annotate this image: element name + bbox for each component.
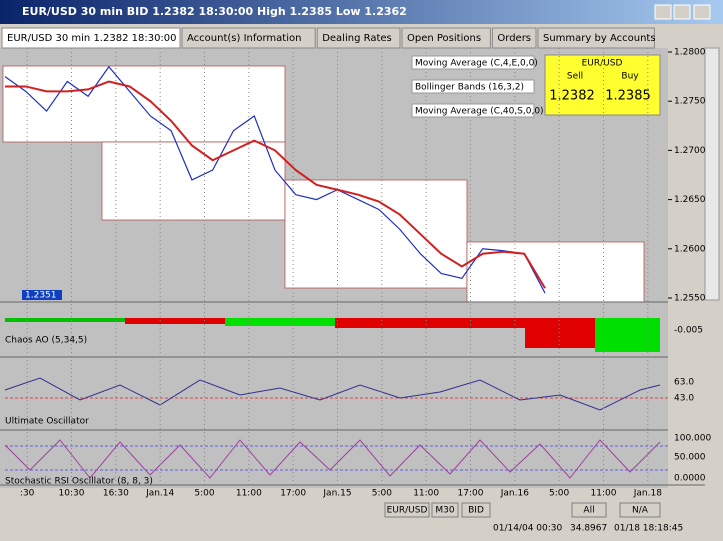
tab[interactable] <box>1 27 181 49</box>
indicator-tick: 43.0 <box>674 394 694 404</box>
sell-label: Sell <box>567 72 583 82</box>
time-label: Jan.15 <box>322 489 351 499</box>
scrollbar[interactable] <box>704 47 720 301</box>
annotation-box <box>411 103 535 118</box>
buy-price: 1.2385 <box>605 89 651 104</box>
price-tick-label: 1.2600 <box>674 244 706 254</box>
toolbar-button-label: All <box>583 506 594 516</box>
time-label: Jan.16 <box>500 489 529 499</box>
price-tick-label: 1.2750 <box>674 97 706 107</box>
maximize-button[interactable] <box>673 4 691 20</box>
tab-label: Dealing Rates <box>322 33 392 44</box>
time-label: 5:00 <box>372 489 392 499</box>
annotation: Moving Average (C,4,E,0,0) <box>415 59 538 69</box>
time-label: Jan.14 <box>145 489 174 499</box>
toolbar-button-label: M30 <box>435 506 454 516</box>
toolbar-button-label: N/A <box>632 506 649 516</box>
period-boxes <box>2 65 645 303</box>
indicator-tick: 50.000 <box>674 453 706 463</box>
price-marker-label: 1.2351 <box>25 291 57 301</box>
buy-label: Buy <box>621 72 639 82</box>
toolbar-button-label: EUR/USD <box>387 506 428 516</box>
indicator-name: Ultimate Oscillator <box>5 417 89 427</box>
toolbar-button-label: BID <box>468 506 484 516</box>
indicator-tick: -0.005 <box>674 326 703 336</box>
time-label: 5:00 <box>549 489 569 499</box>
time-label: 16:30 <box>103 489 129 499</box>
annotation: Moving Average (C,40,S,0,0) <box>415 107 544 117</box>
price-marker <box>22 290 62 300</box>
time-label: 17:00 <box>280 489 306 499</box>
price-tick-label: 1.2550 <box>674 294 706 304</box>
status-time: 01/18 18:18:45 <box>614 524 683 534</box>
indicator-name: Stochastic RSI Oscillator (8, 8, 3) <box>5 477 153 487</box>
ma-line <box>5 80 546 289</box>
time-label: 5:00 <box>194 489 214 499</box>
time-label: :30 <box>20 489 35 499</box>
indicator-tick: 63.0 <box>674 378 694 388</box>
status-value: 34.8967 <box>570 524 607 534</box>
price-tick-label: 1.2700 <box>674 146 706 156</box>
toolbar-button[interactable] <box>431 502 459 518</box>
quote-box[interactable] <box>544 54 661 116</box>
time-label: 10:30 <box>59 489 85 499</box>
indicator-tick: 0.0000 <box>674 474 706 484</box>
time-label: 11:00 <box>236 489 262 499</box>
window-title: EUR/USD 30 min BID 1.2382 18:30:00 High … <box>22 5 407 18</box>
time-label: 17:00 <box>458 489 484 499</box>
tab[interactable] <box>401 27 491 49</box>
toolbar-button[interactable] <box>571 502 607 518</box>
ao-histogram <box>5 318 660 352</box>
minimize-button[interactable] <box>654 4 672 20</box>
status-date: 01/14/04 00:30 <box>493 524 562 534</box>
price-tick-label: 1.2800 <box>674 48 706 58</box>
toolbar-button[interactable] <box>619 502 661 518</box>
tab-label: Open Positions <box>407 33 481 44</box>
time-label: Jan.18 <box>633 489 662 499</box>
quote-symbol: EUR/USD <box>582 59 623 69</box>
tab-label: Summary by Accounts <box>543 33 656 44</box>
tab-label: Orders <box>497 33 531 44</box>
title-bar <box>0 0 723 24</box>
annotation-box <box>411 55 535 70</box>
indicator-tick: 100.000 <box>674 434 711 444</box>
toolbar-button[interactable] <box>461 502 491 518</box>
close-button[interactable] <box>693 4 711 20</box>
time-label: 11:00 <box>591 489 617 499</box>
price-tick-label: 1.2650 <box>674 195 706 205</box>
sell-price: 1.2382 <box>549 89 595 104</box>
annotation: Bollinger Bands (16,3,2) <box>415 83 524 93</box>
annotation-box <box>411 79 535 94</box>
toolbar-button[interactable] <box>384 502 430 518</box>
indicator-name: Chaos AO (5,34,5) <box>5 336 87 346</box>
time-label: 11:00 <box>413 489 439 499</box>
price-axis <box>668 48 705 488</box>
stoch-line <box>4 439 661 479</box>
uo-line <box>4 377 661 411</box>
tab[interactable] <box>537 27 655 49</box>
tab-label: Account(s) Information <box>187 33 301 44</box>
tab[interactable] <box>316 27 401 49</box>
tab-label: EUR/USD 30 min 1.2382 18:30:00 <box>7 33 177 44</box>
tab[interactable] <box>491 27 537 49</box>
